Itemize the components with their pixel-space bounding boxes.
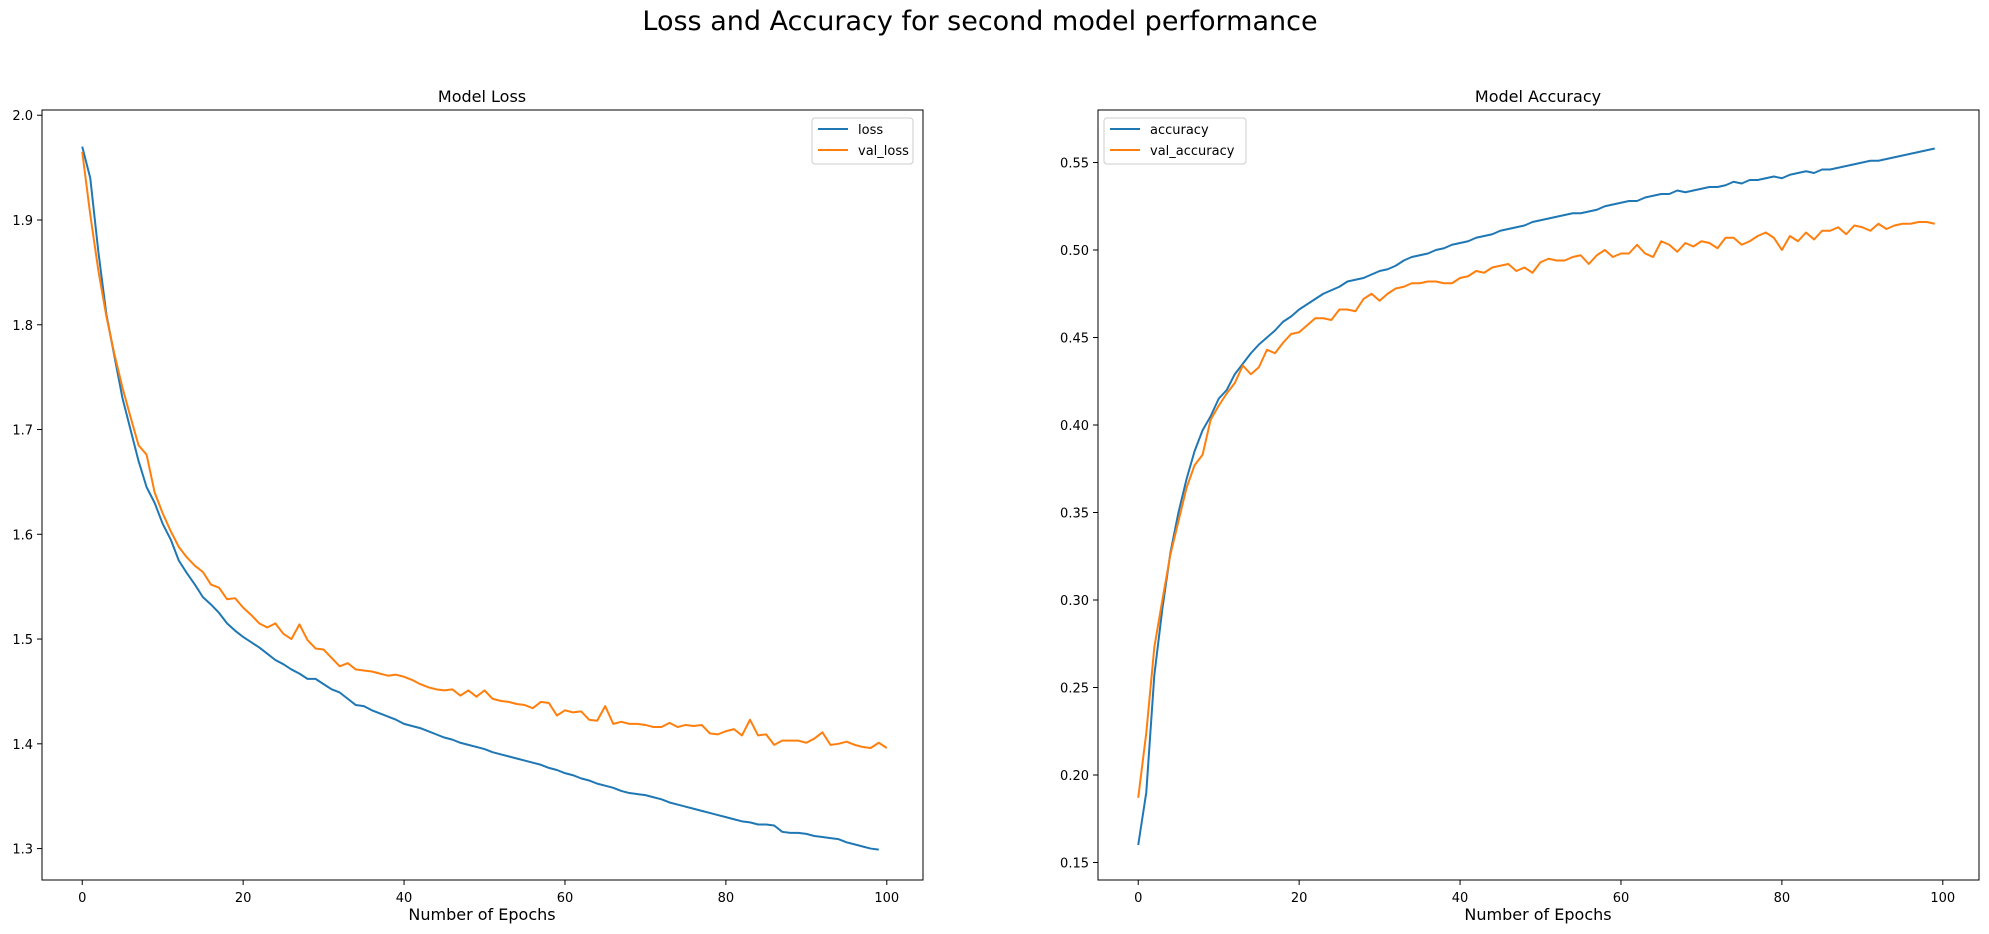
loss-x-tick-label: 60 <box>557 891 574 906</box>
accuracy-y-tick-label: 0.40 <box>1060 419 1089 434</box>
accuracy-x-tick-label: 0 <box>1134 891 1142 906</box>
accuracy-legend: accuracy val_accuracy <box>1103 117 1247 165</box>
loss-chart-title: Model Loss <box>438 87 526 106</box>
accuracy-y-tick-label: 0.30 <box>1060 594 1089 609</box>
loss-chart-plot-area: 0 20 40 60 80 100 1.3 1.4 1.5 1.6 1.7 1.8 1.9 2.0 <box>12 109 924 906</box>
loss-x-tick-label: 100 <box>874 891 899 906</box>
accuracy-legend-label: accuracy <box>1150 123 1209 138</box>
accuracy-x-tick-label: 20 <box>1291 891 1308 906</box>
val-loss-legend-label: val_loss <box>858 144 909 159</box>
accuracy-y-tick-label: 0.55 <box>1060 157 1089 172</box>
loss-y-tick-label: 1.4 <box>12 738 33 753</box>
accuracy-x-tick-label: 100 <box>1930 891 1955 906</box>
accuracy-series-accuracy-line <box>1137 147 1935 846</box>
accuracy-y-tick-label: 0.20 <box>1060 769 1089 784</box>
figure-suptitle: Loss and Accuracy for second model perfo… <box>642 6 1317 37</box>
accuracy-axes-frame <box>1097 109 1980 881</box>
loss-y-tick-label: 1.3 <box>12 843 33 858</box>
loss-y-tick-label: 1.7 <box>12 424 33 439</box>
loss-y-tick-label: 1.5 <box>12 633 33 648</box>
loss-chart: Model Loss Number of Epochs 0 20 40 60 80 100… <box>12 87 924 924</box>
loss-x-tick-label: 40 <box>396 891 413 906</box>
loss-legend: loss val_loss <box>811 117 914 165</box>
loss-series-loss-line <box>81 146 879 851</box>
loss-y-tick-label: 1.8 <box>12 319 33 334</box>
loss-y-tick-label: 1.6 <box>12 528 33 543</box>
val-accuracy-legend-label: val_accuracy <box>1150 144 1235 159</box>
accuracy-chart: Model Accuracy Number of Epochs 0 20 40 60 8… <box>1060 87 1980 924</box>
accuracy-y-tick-label: 0.25 <box>1060 682 1089 697</box>
accuracy-chart-plot-area: 0 20 40 60 80 100 0.15 0.20 0.25 0.30 0.35 0.40 0.45… <box>1060 109 1980 906</box>
accuracy-chart-xlabel: Number of Epochs <box>1464 905 1611 924</box>
loss-x-tick-label: 0 <box>78 891 86 906</box>
loss-series-val-loss-line <box>81 151 888 749</box>
accuracy-x-tick-label: 60 <box>1613 891 1630 906</box>
loss-y-tick-label: 1.9 <box>12 214 33 229</box>
accuracy-x-tick-label: 40 <box>1452 891 1469 906</box>
loss-x-tick-label: 80 <box>718 891 735 906</box>
loss-axes-frame <box>41 109 924 881</box>
accuracy-y-tick-label: 0.45 <box>1060 332 1089 347</box>
accuracy-chart-title: Model Accuracy <box>1475 87 1601 106</box>
accuracy-y-tick-label: 0.15 <box>1060 857 1089 872</box>
loss-chart-xlabel: Number of Epochs <box>408 905 555 924</box>
loss-x-tick-label: 20 <box>235 891 252 906</box>
loss-y-tick-label: 2.0 <box>12 109 33 124</box>
accuracy-y-tick-label: 0.50 <box>1060 244 1089 259</box>
accuracy-series-val-accuracy-line <box>1137 221 1935 798</box>
loss-legend-label: loss <box>858 123 883 138</box>
accuracy-x-tick-label: 80 <box>1774 891 1791 906</box>
accuracy-y-tick-label: 0.35 <box>1060 507 1089 522</box>
